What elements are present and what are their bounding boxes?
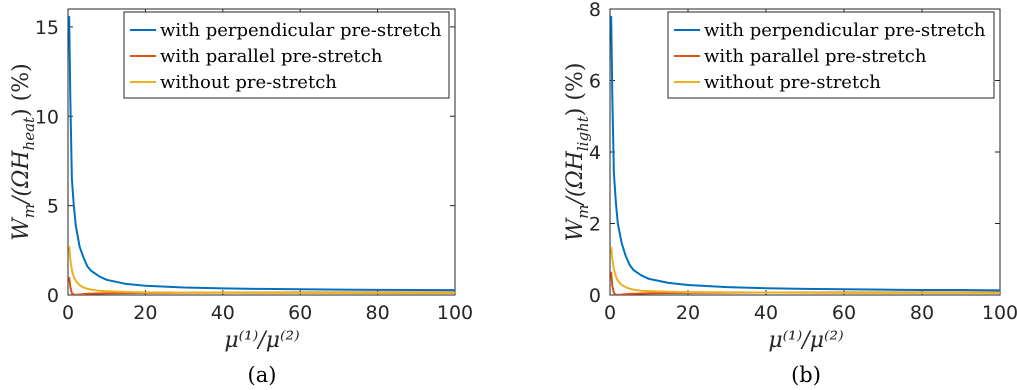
y-axis-label: Wm/(ΩHheat) (%): [9, 63, 38, 240]
x-tick-label: 100: [437, 302, 473, 324]
legend-box: [667, 11, 995, 99]
legend-entry: with perpendicular pre-stretch: [704, 20, 986, 41]
series-line-1: [610, 16, 1000, 292]
chart-panel-2: 0 20 40 60 80 100 0 2 4 6 8 with perpendicular pre-…: [563, 0, 1017, 387]
panel-label: (a): [248, 363, 277, 387]
legend-entry: with parallel pre-stretch: [160, 46, 383, 67]
legend-entry: without pre-stretch: [160, 72, 337, 93]
legend: with perpendicular pre-stretch with paral…: [123, 11, 450, 99]
x-tick-label: 100: [982, 302, 1017, 324]
x-tick-label: 80: [910, 302, 934, 324]
series-line-1: [68, 16, 455, 292]
series-line-3: [68, 245, 455, 295]
panel-label: (b): [791, 363, 821, 387]
x-tick-label: 0: [604, 302, 616, 324]
x-tick-label: 60: [288, 302, 312, 324]
y-tick-label: 0: [47, 285, 59, 307]
chart-panel-1: 0 20 40 60 80 100 0 5 10 15 with perpendicular pre…: [9, 8, 473, 387]
y-tick-label: 0: [589, 285, 601, 307]
legend-box: [123, 11, 450, 99]
x-tick-label: 40: [754, 302, 778, 324]
legend-entry: with parallel pre-stretch: [704, 46, 927, 67]
x-tick-label: 40: [211, 302, 235, 324]
y-tick-label: 10: [35, 106, 59, 128]
x-tick-label: 60: [832, 302, 856, 324]
x-tick-label: 20: [133, 302, 157, 324]
y-tick-label: 6: [589, 71, 601, 93]
legend-entry: with perpendicular pre-stretch: [160, 20, 442, 41]
x-tick-label: 80: [366, 302, 390, 324]
x-axis-label: μ⁽¹⁾/μ⁽²⁾: [768, 328, 843, 353]
legend: with perpendicular pre-stretch with paral…: [667, 11, 995, 99]
y-tick-label: 5: [47, 196, 59, 218]
y-axis-label: Wm/(ΩHlight) (%): [563, 63, 592, 242]
y-tick-label: 2: [589, 214, 601, 236]
x-axis-label: μ⁽¹⁾/μ⁽²⁾: [224, 328, 299, 353]
series-line-3: [610, 246, 1000, 294]
x-tick-label: 0: [62, 302, 74, 324]
x-tick-label: 20: [676, 302, 700, 324]
y-tick-label: 15: [35, 17, 59, 39]
legend-entry: without pre-stretch: [704, 72, 881, 93]
y-tick-label: 4: [589, 142, 601, 164]
y-tick-label: 8: [589, 0, 601, 21]
